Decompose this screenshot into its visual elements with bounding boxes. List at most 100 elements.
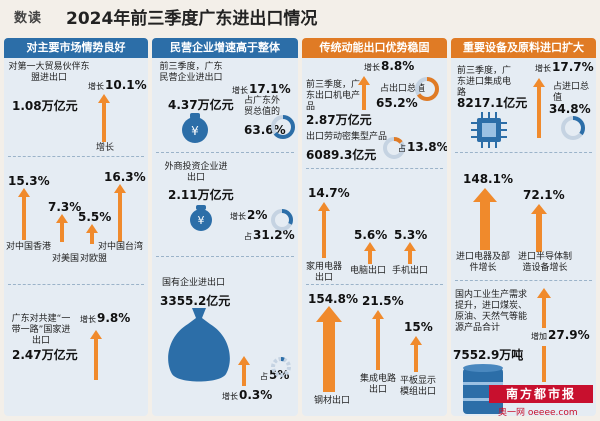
share-ring-icon	[561, 116, 585, 140]
column-title: 民营企业增速高于整体	[152, 38, 298, 58]
site-url[interactable]: 奥一网 oeeee.com	[498, 408, 578, 418]
header: 数读 2024年前三季度广东进出口情况	[0, 0, 600, 34]
growth-caption: 增长	[96, 143, 115, 153]
up-arrow-icon	[86, 224, 98, 244]
export-growth: 154.8%	[308, 292, 358, 306]
up-arrow-icon	[372, 310, 384, 370]
mech-label: 前三季度，广东出口机电产品	[306, 80, 361, 112]
partner-growth: 增长10.1%	[88, 78, 147, 92]
belt-growth: 增长9.8%	[80, 311, 131, 325]
up-arrow-icon	[98, 94, 110, 142]
state-label: 国有企业进出口	[162, 278, 226, 288]
private-growth: 增长17.1%	[232, 82, 291, 96]
foreign-label: 外商投资企业进出口	[164, 162, 228, 183]
market-growth: 15.3%	[8, 174, 50, 188]
export-growth: 5.3%	[394, 228, 428, 242]
ic-label: 前三季度，广东进口集成电路	[457, 66, 512, 98]
divider	[156, 256, 294, 257]
page-title: 2024年前三季度广东进出口情况	[66, 9, 318, 29]
share-ring-icon	[271, 115, 295, 139]
divider	[156, 152, 294, 153]
private-label: 前三季度，广东民营企业进出口	[159, 62, 223, 83]
up-arrow-icon	[531, 204, 547, 252]
up-arrow-icon	[404, 242, 416, 264]
labor-value: 6089.3亿元	[306, 148, 377, 162]
share-ring-icon	[271, 357, 291, 377]
money-bag-icon	[168, 308, 230, 382]
market-name: 对欧盟	[80, 254, 108, 264]
export-growth: 14.7%	[308, 186, 350, 200]
up-arrow-icon	[542, 346, 546, 382]
up-arrow-icon	[410, 336, 422, 372]
up-arrow-icon	[316, 306, 342, 392]
up-arrow-icon	[318, 202, 330, 258]
ic-value: 8217.1亿元	[457, 96, 528, 110]
divider	[8, 156, 144, 157]
up-arrow-icon	[358, 76, 370, 110]
money-bag-icon: ¥	[190, 205, 212, 231]
svg-text:¥: ¥	[191, 124, 199, 138]
import-name: 进口半导体制造设备增长	[517, 252, 572, 273]
state-value: 3355.2亿元	[160, 294, 231, 308]
mech-value: 2.87万亿元	[306, 113, 372, 127]
private-value: 4.37万亿元	[168, 98, 234, 112]
export-growth: 15%	[404, 320, 433, 334]
svg-text:¥: ¥	[198, 214, 205, 227]
ic-share: 34.8%	[549, 102, 591, 116]
divider	[306, 168, 443, 169]
market-name: 对中国香港	[6, 242, 52, 252]
column-title: 对主要市场情势良好	[4, 38, 148, 58]
export-name: 手机出口	[392, 266, 429, 276]
up-arrow-icon	[473, 188, 497, 250]
export-name: 平板显示模组出口	[399, 376, 436, 397]
foreign-share: 占31.2%	[244, 228, 295, 242]
up-arrow-icon	[238, 356, 250, 386]
divider	[455, 280, 592, 281]
chip-icon	[471, 112, 507, 148]
foreign-growth: 增长2%	[230, 208, 268, 222]
import-growth: 148.1%	[463, 172, 513, 186]
market-name: 对中国台湾	[98, 242, 144, 252]
column-markets: 对主要市场情势良好 对第一大贸易伙伴东盟进出口 1.08万亿元 增长10.1% …	[4, 38, 148, 416]
share-ring-icon	[415, 77, 439, 101]
market-growth: 7.3%	[48, 200, 82, 214]
export-name: 钢材出口	[314, 396, 351, 406]
column-exports: 传统动能出口优势稳固 前三季度，广东出口机电产品 2.87万亿元 增长8.8% …	[302, 38, 447, 416]
divider	[306, 284, 443, 285]
export-growth: 5.6%	[354, 228, 388, 242]
export-name: 电脑出口	[350, 266, 387, 276]
section-tag: 数读	[14, 11, 43, 26]
market-growth: 5.5%	[78, 210, 112, 224]
up-arrow-icon	[533, 78, 545, 138]
partner-label: 对第一大贸易伙伴东盟进出口	[8, 62, 90, 83]
export-growth: 21.5%	[362, 294, 404, 308]
state-growth: 增长0.3%	[222, 388, 273, 402]
import-name: 进口电器及部件增长	[455, 252, 510, 273]
export-name: 集成电路出口	[360, 374, 397, 395]
mech-growth: 增长8.8%	[364, 59, 415, 73]
mech-share: 65.2%	[376, 96, 418, 110]
divider	[8, 284, 144, 285]
labor-share: 占13.8%	[398, 140, 447, 154]
up-arrow-icon	[537, 288, 551, 328]
market-growth: 16.3%	[104, 170, 146, 184]
market-name: 对美国	[52, 254, 80, 264]
ic-growth: 增长17.7%	[535, 60, 594, 74]
belt-label: 广东对共建“一带一路”国家进出口	[11, 314, 71, 346]
energy-label: 国内工业生产需求提升，进口煤炭、原油、天然气等能源产品合计	[455, 290, 528, 333]
private-share-label: 占广东外贸总值的	[244, 96, 281, 117]
newspaper-logo: 南方都市报	[489, 385, 593, 403]
share-ring-icon	[271, 209, 293, 231]
column-title: 传统动能出口优势稳固	[302, 38, 447, 58]
up-arrow-icon	[114, 184, 126, 242]
foreign-value: 2.11万亿元	[168, 188, 234, 202]
column-title: 重要设备及原料进口扩大	[451, 38, 596, 58]
column-imports: 重要设备及原料进口扩大 前三季度，广东进口集成电路 8217.1亿元 增长17.…	[451, 38, 596, 416]
up-arrow-icon	[18, 188, 30, 240]
up-arrow-icon	[56, 214, 68, 242]
energy-value: 7552.9万吨	[453, 348, 524, 362]
import-growth: 72.1%	[523, 188, 565, 202]
energy-growth: 增加27.9%	[531, 328, 590, 342]
up-arrow-icon	[90, 330, 102, 380]
belt-value: 2.47万亿元	[12, 348, 78, 362]
